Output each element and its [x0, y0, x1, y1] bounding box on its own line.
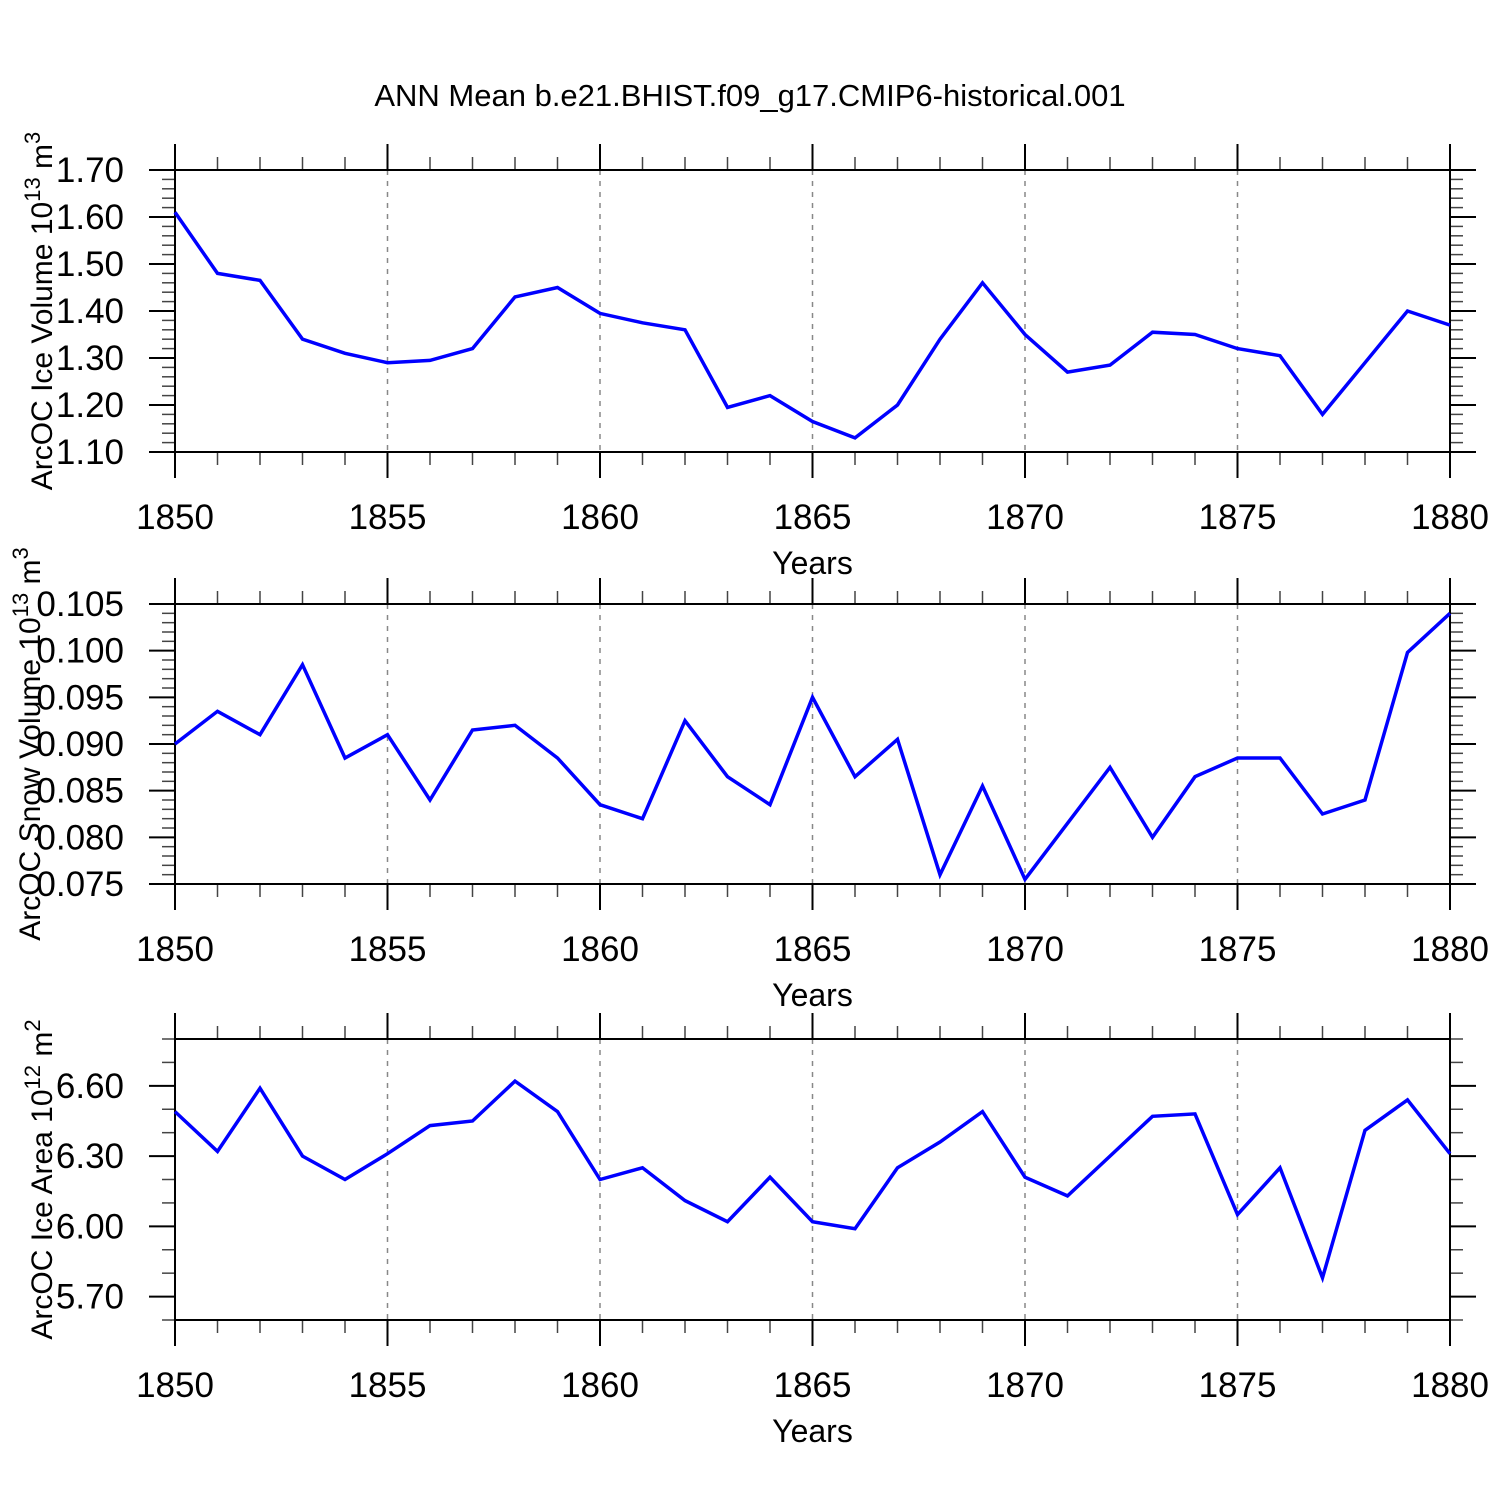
y-axis-title-text: m: [26, 1032, 59, 1065]
plot-frame: [174, 169, 1451, 453]
y-tick-label: 1.40: [56, 292, 124, 331]
y-tick-label: 1.50: [56, 245, 124, 284]
y-tick-label: 0.095: [36, 678, 124, 717]
y-tick-label: 6.00: [56, 1207, 124, 1246]
y-axis-title-text: ArcOC Ice Area 10: [26, 1089, 59, 1339]
y-tick-label: 6.30: [56, 1137, 124, 1176]
y-tick-label: 0.075: [36, 865, 124, 904]
x-tick-label: 1875: [1199, 930, 1277, 969]
x-tick-label: 1860: [561, 930, 639, 969]
x-tick-label: 1865: [774, 1366, 852, 1405]
data-line: [173, 211, 1451, 440]
plot-frame: [174, 1038, 1451, 1321]
x-tick-label: 1880: [1411, 930, 1489, 969]
x-tick-label: 1880: [1411, 1366, 1489, 1405]
y-axis-title-sup: 13: [8, 593, 33, 617]
x-axis-title: Years: [772, 977, 853, 1013]
x-tick-label: 1860: [561, 1366, 639, 1405]
x-tick-label: 1870: [986, 930, 1064, 969]
y-tick-label: 5.70: [56, 1278, 124, 1317]
y-axis-title-sup: 2: [20, 1019, 45, 1031]
data-line: [173, 1078, 1452, 1284]
y-tick-label: 1.20: [56, 386, 124, 425]
y-tick-label: 1.10: [56, 433, 124, 472]
y-axis-title: ArcOC Snow Volume 1013 m3: [8, 547, 47, 941]
figure-title: ANN Mean b.e21.BHIST.f09_g17.CMIP6-histo…: [374, 78, 1125, 113]
x-tick-label: 1855: [349, 1366, 427, 1405]
y-axis-title-sup: 3: [20, 132, 45, 144]
y-axis-title-sup: 12: [20, 1065, 45, 1089]
arcoc-snow-volume-chart: 1850 1855 1860 1865 1870 1875 1880 0.075 0.080 0.…: [8, 547, 1489, 1013]
y-tick-label: 1.70: [56, 151, 124, 190]
x-tick-label: 1865: [774, 498, 852, 537]
x-tick-label: 1850: [136, 930, 214, 969]
x-tick-label: 1875: [1199, 498, 1277, 537]
x-tick-label: 1860: [561, 498, 639, 537]
arcoc-ice-volume-chart: 1850 1855 1860 1865 1870 1875 1880 1.10 1.20 1.30…: [20, 132, 1489, 581]
y-axis-title-text: m: [26, 144, 59, 177]
x-tick-label: 1855: [349, 930, 427, 969]
x-axis-title: Years: [772, 1413, 853, 1449]
y-axis-title-sup: 3: [8, 547, 33, 559]
y-tick-label: 0.080: [36, 818, 124, 857]
y-tick-label: 0.090: [36, 725, 124, 764]
plot-frame: [174, 603, 1451, 885]
x-tick-label: 1870: [986, 498, 1064, 537]
y-tick-label: 1.30: [56, 339, 124, 378]
x-tick-label: 1875: [1199, 1366, 1277, 1405]
y-axis-title-sup: 13: [20, 177, 45, 201]
y-tick-label: 6.60: [56, 1067, 124, 1106]
chart-panels: 1850 1855 1860 1865 1870 1875 1880 1.10 1.20 1.30…: [8, 132, 1489, 1449]
y-tick-label: 0.085: [36, 772, 124, 811]
y-tick-label: 0.100: [36, 632, 124, 671]
x-tick-label: 1870: [986, 1366, 1064, 1405]
x-axis-title: Years: [772, 545, 853, 581]
data-line: [173, 612, 1452, 883]
arcoc-ice-area-chart: 1850 1855 1860 1865 1870 1875 1880 5.70 6.00 6.30…: [20, 1013, 1489, 1449]
x-tick-label: 1880: [1411, 498, 1489, 537]
x-tick-label: 1865: [774, 930, 852, 969]
x-tick-label: 1855: [349, 498, 427, 537]
x-tick-label: 1850: [136, 498, 214, 537]
y-axis-title-text: m: [14, 559, 47, 592]
y-axis-title-text: ArcOC Ice Volume 10: [26, 202, 59, 490]
x-tick-label: 1850: [136, 1366, 214, 1405]
y-axis-title: ArcOC Ice Volume 1013 m3: [20, 132, 59, 491]
y-tick-label: 0.105: [36, 585, 124, 624]
y-tick-label: 1.60: [56, 198, 124, 237]
y-axis-title: ArcOC Ice Area 1012 m2: [20, 1019, 59, 1339]
y-axis-title-text: ArcOC Snow Volume 10: [14, 617, 47, 940]
